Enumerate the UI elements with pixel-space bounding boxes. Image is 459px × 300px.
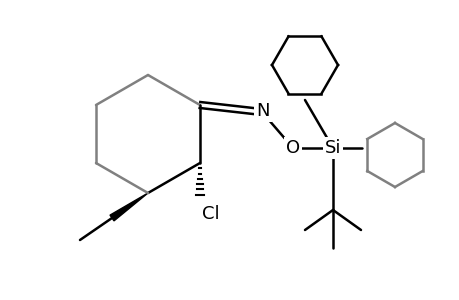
Text: O: O [285, 139, 299, 157]
Text: Cl: Cl [202, 205, 219, 223]
Polygon shape [110, 193, 148, 221]
Text: N: N [256, 102, 269, 120]
Text: Si: Si [324, 139, 341, 157]
